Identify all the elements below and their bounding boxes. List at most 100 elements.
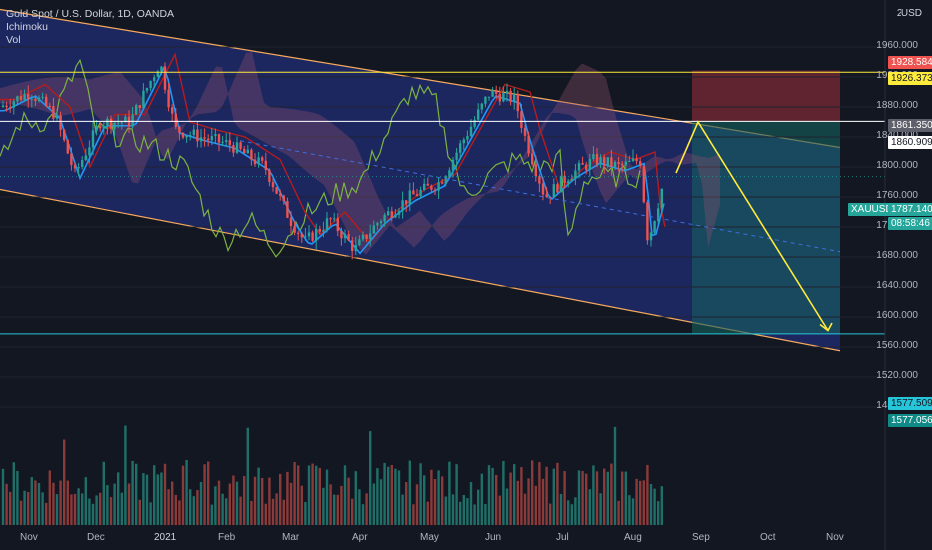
- volume-bar: [221, 493, 224, 525]
- volume-bar: [279, 473, 282, 525]
- volume-bar: [73, 493, 77, 525]
- candle-body: [66, 140, 69, 154]
- volume-bar: [545, 466, 548, 525]
- volume-bar: [477, 489, 480, 525]
- candle-body: [628, 160, 631, 162]
- candle-body: [606, 157, 609, 166]
- volume-bar: [329, 484, 332, 525]
- volume-bar: [109, 497, 113, 525]
- volume-bar: [293, 462, 296, 525]
- price-tick-label: 1960.000: [876, 40, 918, 51]
- volume-bar: [282, 499, 285, 525]
- candle-body: [199, 137, 203, 142]
- volume-bar: [606, 471, 609, 525]
- candle-body: [574, 170, 577, 179]
- candle-body: [41, 96, 44, 98]
- candle-body: [563, 175, 566, 184]
- volume-bar: [394, 468, 397, 525]
- candle-body: [37, 97, 41, 102]
- volume-bar: [239, 496, 242, 525]
- candle-body: [624, 161, 627, 166]
- volume-bar: [556, 462, 559, 525]
- volume-bar: [23, 490, 26, 525]
- volume-bar: [210, 504, 213, 525]
- volume-bar: [423, 475, 426, 525]
- candle-body: [84, 155, 87, 161]
- volume-bar: [354, 471, 357, 525]
- ichimoku-label[interactable]: Ichimoku: [6, 21, 49, 33]
- volume-bar: [311, 463, 314, 525]
- candle-body: [279, 193, 282, 196]
- volume-bar: [613, 426, 617, 525]
- candle-body: [426, 183, 429, 186]
- candle-body: [131, 114, 134, 127]
- candle-body: [556, 184, 559, 193]
- volume-bar: [552, 468, 555, 525]
- volume-bar: [289, 482, 293, 525]
- candle-body: [423, 183, 426, 190]
- volume-bar: [322, 487, 325, 525]
- volume-bar: [466, 498, 469, 525]
- candle-body: [315, 228, 318, 241]
- volume-bar: [520, 467, 523, 525]
- candle-body: [592, 154, 595, 160]
- candle-body: [250, 149, 253, 160]
- candle-body: [354, 245, 357, 251]
- candle-body: [505, 90, 509, 94]
- candle-body: [577, 163, 581, 171]
- candle-body: [261, 157, 264, 161]
- symbol-title[interactable]: Gold Spot / U.S. Dollar, 1D, OANDA: [6, 8, 175, 20]
- candle-body: [466, 135, 469, 140]
- candle-body: [325, 218, 329, 231]
- candle-body: [48, 105, 51, 107]
- candle-body: [372, 225, 375, 234]
- candle-body: [657, 208, 660, 222]
- volume-bar: [523, 493, 527, 525]
- time-tick-label: Dec: [87, 532, 105, 543]
- time-tick-label: Feb: [218, 532, 236, 543]
- volume-bar: [336, 494, 339, 525]
- candle-body: [271, 181, 275, 188]
- candle-body: [397, 210, 401, 215]
- candle-body: [419, 189, 422, 197]
- volume-label[interactable]: Vol: [6, 34, 21, 46]
- candle-body: [55, 115, 59, 119]
- candle-body: [77, 166, 80, 169]
- volume-bar: [52, 482, 55, 525]
- candle-body: [610, 157, 613, 167]
- candle-body: [549, 196, 552, 198]
- candle-body: [653, 221, 656, 233]
- volume-bar: [588, 489, 591, 525]
- candle-body: [401, 200, 404, 211]
- candle-body: [642, 166, 645, 203]
- volume-bar: [163, 463, 167, 525]
- volume-bar: [534, 485, 537, 525]
- volume-bar: [1, 468, 5, 525]
- volume-bar: [95, 495, 98, 525]
- volume-bar: [37, 483, 41, 525]
- volume-bar: [473, 504, 476, 525]
- volume-bar: [203, 464, 206, 525]
- candle-body: [225, 140, 228, 142]
- volume-bar: [264, 503, 267, 525]
- volume-bar: [185, 459, 188, 525]
- volume-bar: [304, 501, 307, 525]
- stop-zone: [692, 70, 840, 121]
- volume-bar: [516, 480, 519, 525]
- price-tick-label: 1560.000: [876, 340, 918, 351]
- time-tick-label: Jul: [556, 532, 569, 543]
- candle-body: [437, 182, 440, 191]
- time-tick-label: Aug: [624, 532, 642, 543]
- candle-body: [408, 190, 411, 205]
- candle-body: [358, 239, 361, 246]
- volume-bar: [145, 474, 149, 525]
- volume-bar: [653, 488, 656, 525]
- currency-label[interactable]: 20 USD: [897, 8, 922, 19]
- volume-bar: [487, 465, 491, 525]
- volume-bar: [527, 478, 530, 525]
- entry-price-tag: 1861.350: [888, 119, 932, 132]
- currency-code[interactable]: USD: [900, 8, 922, 19]
- candle-body: [365, 234, 368, 240]
